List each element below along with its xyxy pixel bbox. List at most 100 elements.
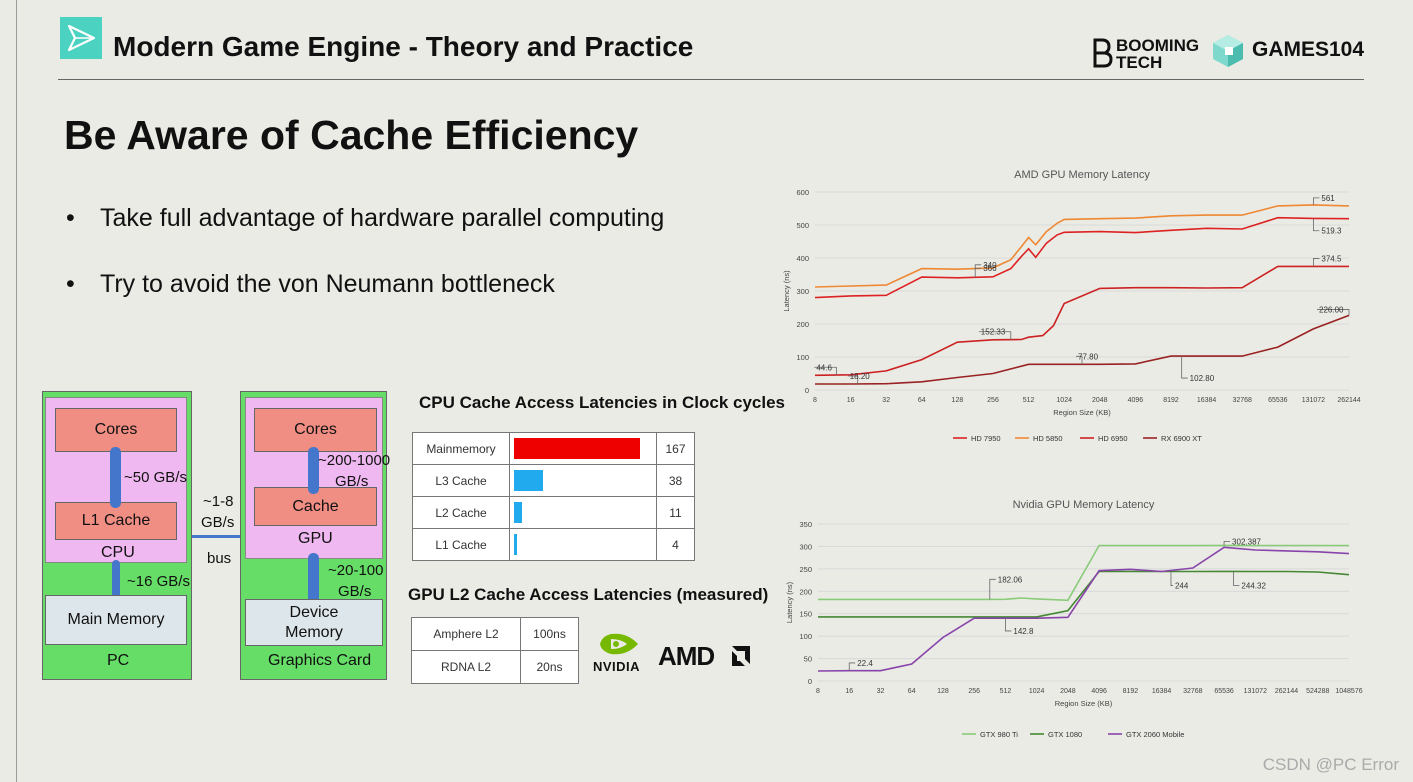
x-tick-label: 1048576: [1335, 688, 1362, 695]
annotation-leader: [974, 264, 982, 278]
annotation-leader: [814, 366, 837, 376]
legend-label: GTX 1080: [1048, 730, 1082, 739]
annotation-leader: [1005, 616, 1012, 632]
cpu-table-bar-cell: [509, 496, 657, 529]
bullet-dot: •: [66, 270, 75, 298]
annotation-label: 374.5: [1321, 254, 1342, 263]
gpu-cache-bandwidth-label: ~200-1000: [318, 452, 391, 469]
nvidia-logo: NVIDIA: [593, 659, 641, 674]
watermark: CSDN @PC Error: [1262, 755, 1399, 774]
y-tick-label: 0: [805, 386, 809, 395]
nvidia-latency-chart: Nvidia GPU Memory Latency 0 50 100 150 200 250…: [785, 499, 1363, 739]
x-tick-label: 32768: [1183, 688, 1203, 695]
annotation-leader: [1170, 571, 1173, 586]
annotation-label: 22.4: [857, 659, 873, 668]
pc-label: PC: [107, 652, 130, 669]
cpu-table-row: L3 Cache 38: [412, 464, 695, 497]
header-title: Modern Game Engine - Theory and Practice: [113, 31, 694, 62]
annotation-leader: [1317, 309, 1350, 316]
gpu-table-value: 100ns: [520, 617, 579, 651]
x-axis-label: Region Size (KB): [1053, 408, 1111, 417]
annotation-label: 182.06: [998, 575, 1023, 584]
bus-line: [192, 535, 240, 538]
legend-label: RX 6900 XT: [1161, 434, 1202, 443]
bullet-1: • Take full advantage of hardware paralle…: [66, 204, 664, 233]
annotation-label: 366: [983, 264, 997, 273]
header-divider: [58, 79, 1364, 80]
y-tick-label: 100: [796, 353, 809, 362]
x-tick-label: 262144: [1275, 688, 1298, 695]
legend-label: GTX 980 Ti: [980, 730, 1018, 739]
cpu-latency-bar: [514, 438, 640, 459]
games104-logo: GAMES104: [1252, 38, 1365, 61]
memory-bandwidth-label: ~16 GB/s: [127, 573, 190, 590]
x-tick-label: 32: [882, 397, 890, 404]
x-tick-label: 256: [987, 397, 999, 404]
amd-latency-chart: AMD GPU Memory Latency 0 100 200 300 400 500 60…: [782, 169, 1361, 443]
legend-label: HD 6950: [1098, 434, 1128, 443]
x-tick-label: 128: [937, 688, 949, 695]
x-tick-label: 128: [952, 397, 964, 404]
cpu-latency-bar: [514, 470, 543, 491]
annotation-leader: [1313, 258, 1320, 267]
main-memory-label: Main Memory: [67, 611, 165, 628]
cpu-table-value: 4: [656, 528, 695, 561]
gpu-latency-table: Amphere L2 100ns RDNA L2 20ns: [411, 617, 579, 684]
memory-bandwidth-bar: [112, 560, 120, 598]
series-line: [814, 204, 1350, 288]
cpu-table-value: 167: [656, 432, 695, 465]
x-tick-label: 32768: [1232, 397, 1252, 404]
cpu-latency-bar: [514, 502, 523, 523]
gpu-label: GPU: [298, 530, 333, 547]
bullet-text: Try to avoid the von Neumann bottleneck: [100, 270, 555, 298]
amd-arrow-icon: [731, 645, 751, 667]
gpu-table-row: RDNA L2 20ns: [411, 650, 579, 684]
y-tick-label: 200: [796, 320, 809, 329]
gpu-table-name: RDNA L2: [411, 650, 521, 684]
gpu-cache-bandwidth-unit: GB/s: [335, 473, 369, 490]
cpu-bandwidth-label: ~50 GB/s: [124, 469, 187, 486]
cpu-table-row: L1 Cache 4: [412, 528, 695, 561]
y-axis-label: Latency (ns): [782, 270, 791, 312]
cpu-bandwidth-bar: [110, 447, 121, 508]
series-line: [814, 216, 1350, 299]
slide-logo-icon: [60, 17, 102, 59]
y-tick-label: 400: [796, 254, 809, 263]
y-tick-label: 300: [799, 542, 812, 551]
x-tick-label: 65536: [1268, 397, 1288, 404]
annotation-leader: [978, 331, 1012, 340]
y-tick-label: 100: [799, 632, 812, 641]
annotation-label: 340: [983, 261, 997, 270]
x-tick-label: 8192: [1123, 688, 1139, 695]
annotation-leader: [1181, 356, 1188, 379]
x-tick-label: 16384: [1197, 397, 1217, 404]
device-memory-label-line2: Memory: [285, 624, 343, 641]
cpu-table-value: 11: [656, 496, 695, 529]
cpu-latency-bar: [514, 534, 518, 555]
legend-label: HD 7950: [971, 434, 1001, 443]
y-tick-label: 350: [799, 520, 812, 529]
x-tick-label: 1024: [1056, 397, 1072, 404]
x-tick-label: 64: [908, 688, 916, 695]
annotation-leader: [1223, 540, 1231, 546]
annotation-label: 44.6: [816, 363, 832, 372]
annotation-label: 142.8: [1013, 627, 1034, 636]
cpu-label: CPU: [101, 544, 135, 561]
device-memory-box: Device Memory: [245, 599, 383, 646]
cpu-table-value: 38: [656, 464, 695, 497]
annotation-leader: [1313, 197, 1320, 205]
booming-tech-logo: BOOMING TECH: [1116, 37, 1199, 71]
y-tick-label: 600: [796, 188, 809, 197]
y-tick-label: 250: [799, 565, 812, 574]
series-line: [818, 570, 1350, 618]
device-memory-bandwidth-label: ~20-100: [328, 562, 384, 579]
games104-logo-icon: [1212, 34, 1244, 68]
chart-title: Nvidia GPU Memory Latency: [1013, 499, 1155, 511]
main-memory-box: Main Memory: [45, 595, 187, 645]
cpu-cores-box: Cores: [55, 408, 177, 452]
device-memory-bandwidth-unit: GB/s: [338, 583, 372, 600]
x-tick-label: 8192: [1163, 397, 1179, 404]
y-tick-label: 50: [804, 655, 812, 664]
logo-line2: TECH: [1116, 53, 1163, 72]
graphics-card-label: Graphics Card: [268, 652, 372, 669]
